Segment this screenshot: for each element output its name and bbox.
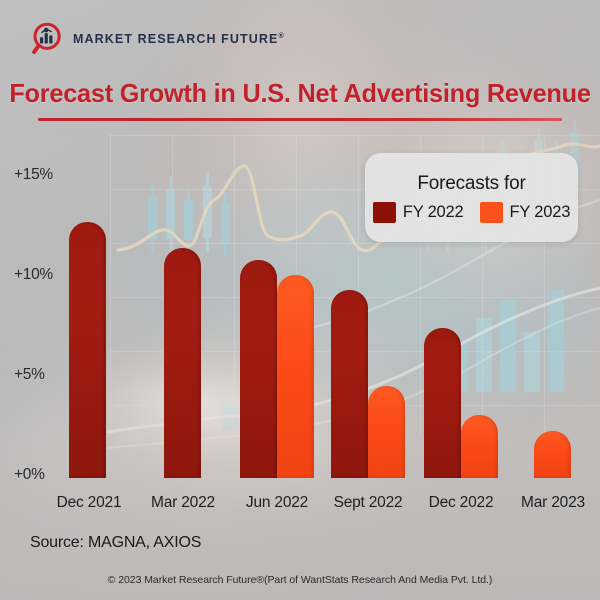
legend-item-fy2023[interactable]: FY 2023 [479,201,571,223]
legend-swatch-fy2022 [372,201,396,223]
y-axis-tick-10: +10% [14,266,53,283]
bar-sept2022-fy2023 [368,386,405,478]
source-note: Source: MAGNA, AXIOS [30,534,202,551]
x-axis-tick-dec2022: Dec 2022 [428,494,494,511]
legend-label-fy2022: FY 2022 [402,202,464,221]
x-axis-tick-jun2022: Jun 2022 [245,494,309,511]
bar-dec2022-fy2022 [424,328,461,478]
title-underline [38,118,562,121]
legend-swatch-fy2023 [479,201,503,223]
brand-logo[interactable]: MARKET RESEARCH FUTURE® [30,22,284,56]
copyright-note: © 2023 Market Research Future®(Part of W… [107,574,493,586]
bar-sept2022-fy2022 [331,290,368,478]
bar-mar2022-fy2022 [164,248,201,478]
y-axis-tick-0: +0% [14,466,45,483]
y-axis-tick-5: +5% [14,366,45,383]
page-title: Forecast Growth in U.S. Net Advertising … [9,78,591,108]
x-axis-tick-dec2021: Dec 2021 [56,494,122,511]
legend-items: FY 2022 FY 2023 [372,201,571,223]
x-axis-tick-mar2022: Mar 2022 [151,494,215,511]
brand-logo-text: MARKET RESEARCH FUTURE® [73,32,284,46]
x-axis-tick-sept2022: Sept 2022 [333,494,403,511]
bar-jun2022-fy2023 [277,275,314,478]
bar-dec2022-fy2023 [461,415,498,478]
bar-mar2023-fy2023 [534,431,571,478]
magnifier-barchart-icon [32,22,61,54]
chart-legend: Forecasts for FY 2022 FY 2023 [365,153,578,242]
bar-dec2021-fy2022 [69,222,106,478]
legend-item-fy2022[interactable]: FY 2022 [372,201,464,223]
y-axis-tick-15: +15% [14,166,53,183]
legend-title: Forecasts for [417,172,526,194]
legend-label-fy2023: FY 2023 [509,202,571,221]
x-axis-tick-mar2023: Mar 2023 [521,494,585,511]
bar-jun2022-fy2022 [240,260,277,478]
registered-mark: ® [278,32,284,40]
brand-logo-name: MARKET RESEARCH FUTURE [73,32,279,46]
